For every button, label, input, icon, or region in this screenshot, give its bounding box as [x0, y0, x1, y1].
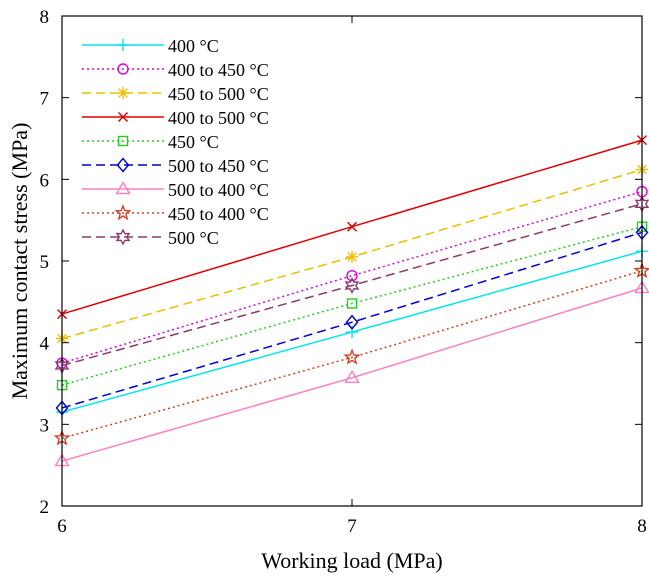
legend-item: 450 to 400 °C	[82, 204, 269, 224]
legend-marker	[117, 135, 129, 147]
legend-item: 450 to 500 °C	[82, 84, 269, 104]
data-point	[346, 250, 358, 263]
legend-marker	[116, 157, 130, 173]
legend-marker	[118, 112, 128, 122]
legend-item: 400 to 450 °C	[82, 60, 269, 80]
legend-label: 450 to 500 °C	[168, 84, 269, 104]
data-point	[344, 276, 360, 295]
legend-item: 400 °C	[82, 36, 219, 56]
data-point	[346, 298, 358, 309]
legend-marker	[117, 87, 129, 99]
legend-marker	[114, 204, 132, 221]
x-tick-label: 6	[57, 516, 67, 537]
data-point	[345, 314, 359, 330]
series-line	[61, 270, 643, 439]
x-tick-label: 7	[347, 516, 357, 537]
y-tick-label: 7	[40, 89, 50, 110]
ticks-layer: 6 7 8 2 3 4 5 6 7 8	[40, 7, 647, 537]
y-axis-label: Maximum contact stress (MPa)	[7, 123, 32, 400]
y-tick-label: 5	[40, 252, 50, 273]
series-7	[54, 280, 649, 467]
series-5	[56, 221, 648, 391]
y-tick-label: 6	[40, 170, 50, 191]
legend-item: 500 °C	[82, 228, 219, 248]
data-point	[344, 369, 360, 383]
series-line	[61, 225, 643, 386]
legend-label: 500 °C	[168, 228, 219, 248]
series-line	[61, 190, 643, 364]
legend-item: 500 to 450 °C	[82, 156, 269, 176]
y-tick-label: 2	[40, 497, 50, 518]
series-line	[61, 287, 643, 462]
legend-label: 450 to 400 °C	[168, 204, 269, 224]
legend-marker	[115, 228, 131, 246]
series-3	[56, 163, 648, 345]
y-tick-label: 3	[40, 415, 50, 436]
legend-label: 400 °C	[168, 36, 219, 56]
legend-item: 500 to 400 °C	[82, 180, 269, 200]
legend: 400 °C 400 to 450 °C 450 to 500 °C 400 to 5…	[82, 36, 269, 248]
series-layer	[53, 135, 649, 467]
series-line	[61, 203, 643, 367]
data-point	[347, 221, 357, 232]
legend-item: 400 to 500 °C	[82, 108, 269, 128]
legend-label: 400 to 500 °C	[168, 108, 269, 128]
x-axis-label: Working load (MPa)	[261, 548, 443, 573]
data-point	[343, 348, 361, 365]
legend-label: 500 to 400 °C	[168, 180, 269, 200]
x-tick-label: 8	[637, 516, 647, 537]
data-point	[346, 270, 358, 282]
legend-label: 400 to 450 °C	[168, 60, 269, 80]
series-9	[54, 195, 649, 375]
legend-marker	[115, 181, 131, 195]
legend-item: 450 °C	[82, 132, 219, 152]
legend-marker	[117, 63, 129, 75]
y-tick-label: 4	[40, 334, 50, 355]
legend-marker	[117, 39, 129, 51]
series-line	[61, 231, 643, 409]
legend-label: 450 °C	[168, 132, 219, 152]
y-tick-label: 8	[40, 7, 50, 28]
legend-label: 500 to 450 °C	[168, 156, 269, 176]
series-8	[53, 261, 649, 446]
